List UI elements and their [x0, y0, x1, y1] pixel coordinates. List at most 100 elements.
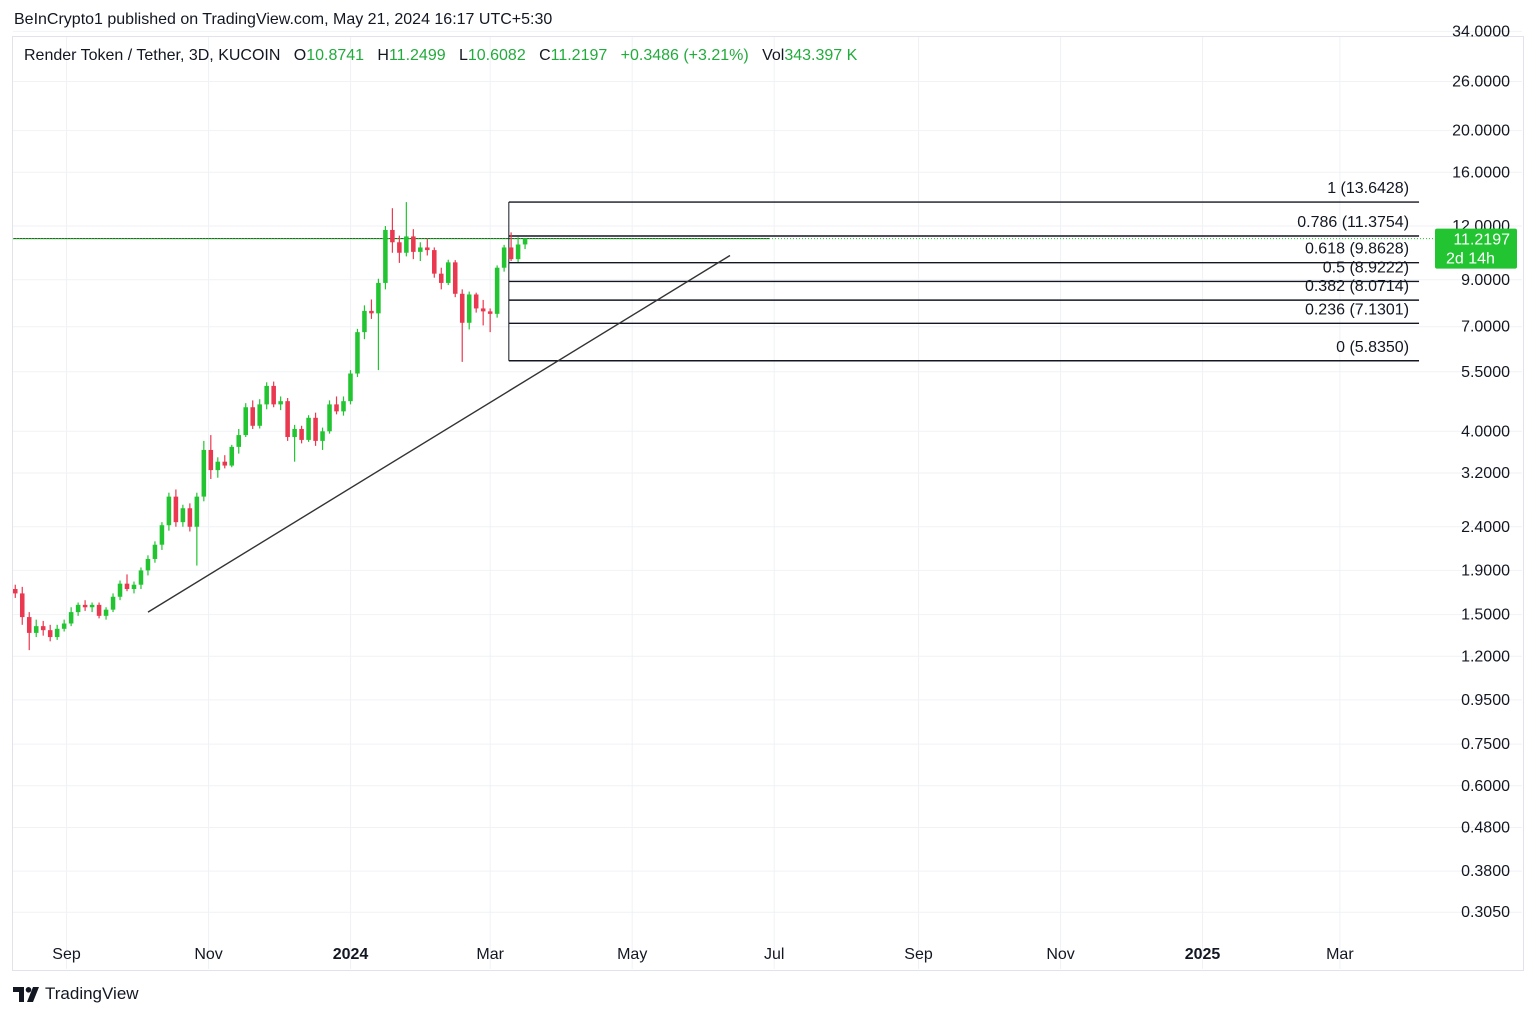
candle-body [215, 461, 221, 471]
candle-body [243, 407, 248, 436]
candle-body [334, 404, 339, 412]
candle-body [299, 428, 304, 440]
candle-body [159, 525, 165, 545]
candle-body [501, 247, 507, 268]
candle-body [250, 407, 255, 426]
y-tick-label: 1.9000 [1461, 562, 1510, 579]
candle-body [180, 508, 186, 523]
high-label: H [377, 47, 389, 64]
candle-body [187, 508, 193, 527]
change-value: +0.3486 (+3.21%) [620, 47, 749, 64]
y-tick-label: 4.0000 [1461, 423, 1510, 440]
candle-body [508, 247, 514, 260]
close-value: 11.2197 [550, 47, 608, 64]
last-price-label: 11.2197 [1453, 232, 1510, 249]
candle-body [96, 604, 102, 616]
candle-body [459, 293, 465, 323]
y-tick-label: 0.4800 [1461, 819, 1510, 836]
x-tick-label: Nov [194, 946, 222, 963]
candle-body [40, 626, 46, 631]
candle-body [411, 236, 416, 252]
fib-level-label: 0.786 (11.3754) [1297, 214, 1409, 231]
chart-frame [12, 36, 1524, 971]
y-tick-label: 0.9500 [1461, 692, 1510, 709]
y-tick-label: 0.3800 [1461, 863, 1510, 880]
candle-body [194, 496, 200, 527]
y-tick-label: 3.2000 [1461, 465, 1510, 482]
tradingview-brand: TradingView [45, 984, 139, 1003]
open-value: 10.8741 [306, 47, 365, 64]
x-tick-label: 2025 [1185, 946, 1221, 963]
x-tick-label: Sep [52, 946, 81, 963]
candle-body [292, 428, 297, 437]
candle-body [61, 623, 67, 629]
candle-body [110, 596, 116, 610]
candle-body [515, 244, 521, 260]
candle-body [432, 250, 437, 274]
candle-body [494, 267, 500, 314]
candle-body [19, 593, 25, 618]
fib-level-label: 0.236 (7.1301) [1305, 301, 1409, 318]
candle-body [124, 583, 130, 590]
y-tick-label: 34.0000 [1452, 23, 1510, 40]
x-tick-label: Sep [904, 946, 933, 963]
candle-body [306, 417, 311, 440]
candle-body [362, 310, 367, 333]
candle-body [418, 247, 423, 252]
candle-body [390, 229, 395, 243]
candle-body [75, 604, 81, 613]
y-tick-label: 26.0000 [1452, 74, 1510, 91]
volume-value: 343.397 K [784, 47, 858, 64]
tradingview-footer[interactable]: TradingView [13, 984, 139, 1004]
candle-body [480, 308, 486, 312]
candle-body [117, 583, 123, 597]
candle-body [278, 401, 283, 405]
fib-level-label: 1 (13.6428) [1327, 180, 1409, 197]
candle-body [229, 446, 235, 466]
candle-body [54, 628, 60, 638]
x-tick-label: Jul [764, 946, 784, 963]
y-tick-label: 16.0000 [1452, 164, 1510, 181]
last-price-badge [1435, 228, 1517, 269]
candle-body [445, 262, 451, 283]
y-tick-label: 20.0000 [1452, 123, 1510, 140]
y-tick-label: 7.0000 [1461, 319, 1510, 336]
candle-body [313, 417, 318, 441]
fib-level-label: 0 (5.8350) [1336, 339, 1409, 356]
candle-body [452, 262, 458, 294]
tradingview-logo-icon [13, 986, 39, 1002]
y-tick-label: 0.6000 [1461, 778, 1510, 795]
candle-body [320, 431, 325, 441]
close-label: C [539, 47, 551, 64]
candle-body [173, 496, 179, 523]
publish-attribution: BeInCrypto1 published on TradingView.com… [14, 11, 553, 28]
candle-body [257, 404, 262, 426]
candle-body [208, 449, 214, 471]
candle-body [103, 609, 109, 616]
volume-label: Vol [762, 47, 785, 64]
candle-body [355, 332, 360, 374]
candle-body [466, 294, 472, 323]
candle-body [383, 229, 388, 283]
candle-body [404, 236, 409, 253]
candle-body [68, 612, 74, 624]
y-tick-label: 1.5000 [1461, 607, 1510, 624]
x-tick-label: May [617, 946, 647, 963]
fib-level-label: 0.618 (9.8628) [1305, 241, 1409, 258]
candle-body [487, 311, 493, 314]
candle-body [439, 273, 444, 283]
fib-level-label: 0.382 (8.0714) [1305, 278, 1409, 295]
candle-body [131, 584, 137, 590]
y-tick-label: 5.5000 [1461, 364, 1510, 381]
symbol-title[interactable]: Render Token / Tether, 3D, KUCOIN [24, 47, 281, 64]
y-tick-label: 9.0000 [1461, 272, 1510, 289]
candle-body [397, 242, 402, 253]
candle-body [369, 310, 374, 314]
candle-body [166, 496, 172, 526]
candle-body [376, 282, 381, 314]
candle-body [145, 558, 151, 571]
candle-body [138, 570, 144, 585]
candle-body [201, 449, 207, 497]
candle-body [522, 238, 528, 245]
